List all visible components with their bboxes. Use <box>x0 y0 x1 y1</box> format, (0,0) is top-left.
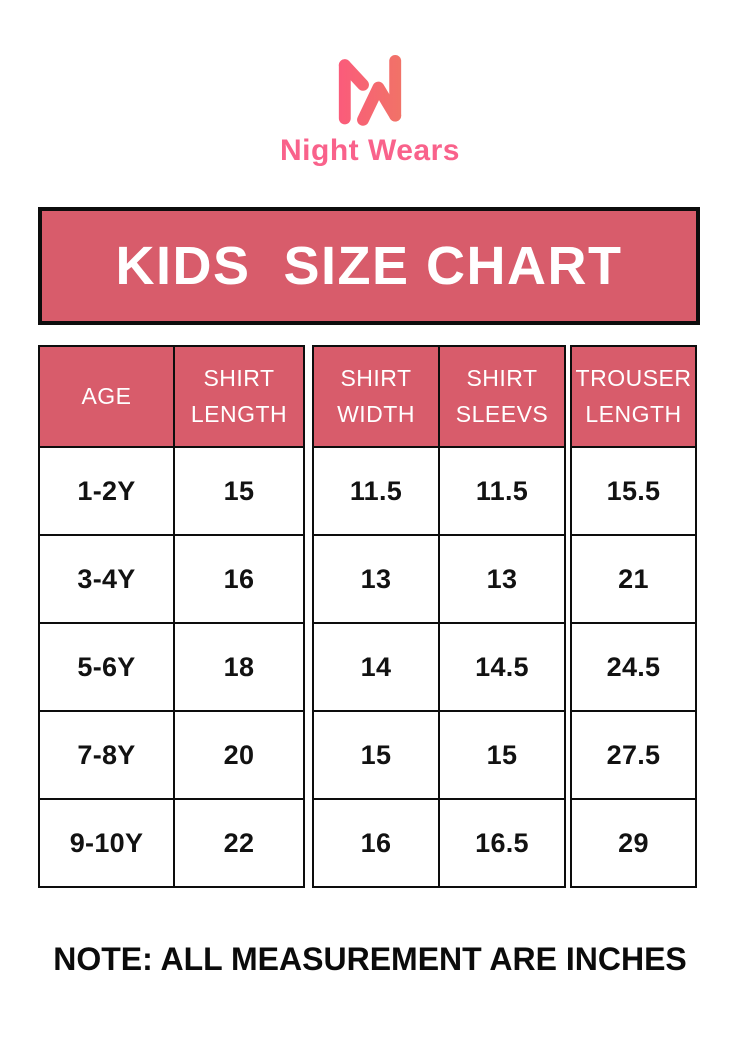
cell-trouser-length: 27.5 <box>570 712 697 800</box>
cell-trouser-length: 29 <box>570 800 697 888</box>
column-header-age: AGE <box>38 345 175 448</box>
cell-shirt-sleeves: 14.5 <box>440 624 566 712</box>
cell-trouser-length: 15.5 <box>570 448 697 536</box>
cell-trouser-length: 24.5 <box>570 624 697 712</box>
table-row: 9-10Y 22 16 16.5 29 <box>38 800 697 888</box>
cell-shirt-width: 11.5 <box>312 448 440 536</box>
cell-shirt-sleeves: 11.5 <box>440 448 566 536</box>
nw-monogram-icon <box>338 55 402 126</box>
page-title: KIDS SIZE CHART <box>115 236 623 296</box>
cell-shirt-sleeves: 16.5 <box>440 800 566 888</box>
cell-age: 5-6Y <box>38 624 175 712</box>
cell-age: 7-8Y <box>38 712 175 800</box>
cell-shirt-length: 15 <box>175 448 305 536</box>
cell-age: 1-2Y <box>38 448 175 536</box>
table-header-row: AGE SHIRT LENGTH SHIRT WIDTH SHIRT SLEEV… <box>38 345 697 448</box>
cell-shirt-length: 20 <box>175 712 305 800</box>
table-body: 1-2Y 15 11.5 11.5 15.5 3-4Y 16 13 13 21 … <box>38 448 697 888</box>
table-row: 7-8Y 20 15 15 27.5 <box>38 712 697 800</box>
cell-shirt-width: 14 <box>312 624 440 712</box>
cell-shirt-length: 22 <box>175 800 305 888</box>
cell-trouser-length: 21 <box>570 536 697 624</box>
table-row: 1-2Y 15 11.5 11.5 15.5 <box>38 448 697 536</box>
table-row: 5-6Y 18 14 14.5 24.5 <box>38 624 697 712</box>
cell-shirt-width: 15 <box>312 712 440 800</box>
cell-shirt-width: 13 <box>312 536 440 624</box>
cell-shirt-length: 16 <box>175 536 305 624</box>
cell-age: 9-10Y <box>38 800 175 888</box>
column-header-shirt-sleeves: SHIRT SLEEVS <box>440 345 566 448</box>
title-banner: KIDS SIZE CHART <box>38 207 700 325</box>
cell-age: 3-4Y <box>38 536 175 624</box>
table-row: 3-4Y 16 13 13 21 <box>38 536 697 624</box>
column-header-shirt-length: SHIRT LENGTH <box>175 345 305 448</box>
cell-shirt-width: 16 <box>312 800 440 888</box>
size-table: AGE SHIRT LENGTH SHIRT WIDTH SHIRT SLEEV… <box>38 345 697 888</box>
brand-name: Night Wears <box>280 134 460 167</box>
cell-shirt-sleeves: 15 <box>440 712 566 800</box>
cell-shirt-sleeves: 13 <box>440 536 566 624</box>
column-header-shirt-width: SHIRT WIDTH <box>312 345 440 448</box>
cell-shirt-length: 18 <box>175 624 305 712</box>
column-header-trouser-length: TROUSER LENGTH <box>570 345 697 448</box>
measurement-note: NOTE: ALL MEASUREMENT ARE INCHES <box>53 941 687 977</box>
brand-header: Night Wears <box>0 52 740 168</box>
